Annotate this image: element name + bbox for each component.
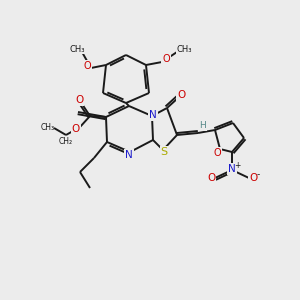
Text: O: O — [207, 173, 215, 183]
Text: O: O — [249, 173, 257, 183]
Text: CH₃: CH₃ — [69, 44, 85, 53]
Text: CH₂: CH₂ — [59, 137, 73, 146]
Text: S: S — [160, 147, 168, 157]
Text: N: N — [125, 150, 133, 160]
Text: N: N — [149, 110, 157, 120]
Text: N: N — [228, 164, 236, 174]
Text: O: O — [162, 54, 170, 64]
Text: CH₃: CH₃ — [41, 124, 55, 133]
Text: H: H — [200, 122, 206, 130]
Text: -: - — [256, 170, 260, 179]
Text: O: O — [72, 124, 80, 134]
Text: O: O — [213, 148, 221, 158]
Text: CH₃: CH₃ — [176, 46, 192, 55]
Text: +: + — [234, 160, 240, 169]
Text: O: O — [75, 95, 83, 105]
Text: O: O — [83, 61, 91, 71]
Text: O: O — [177, 90, 185, 100]
